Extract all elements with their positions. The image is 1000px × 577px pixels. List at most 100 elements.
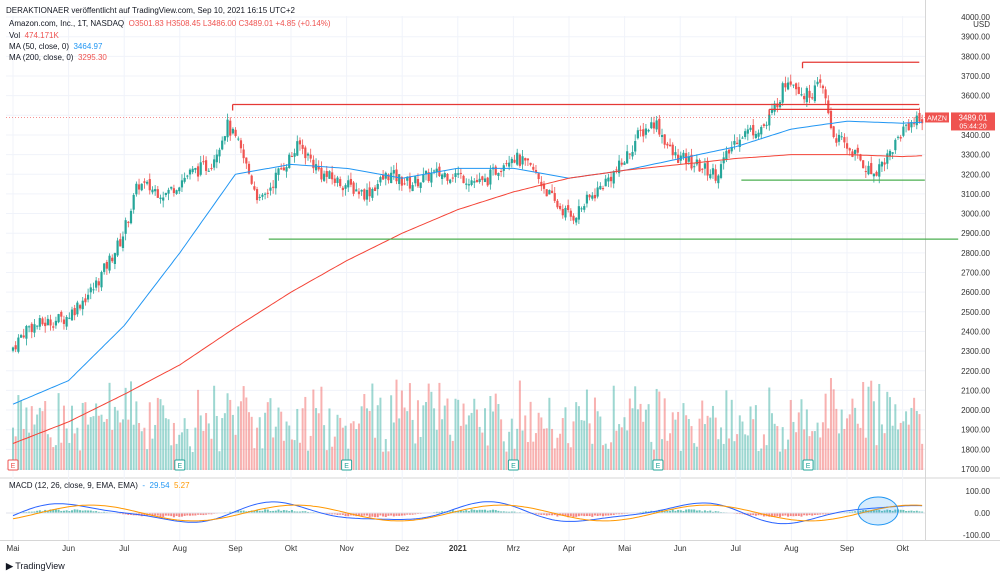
candle-body xyxy=(92,289,95,291)
macd-histogram-bar xyxy=(902,509,905,514)
volume-bar xyxy=(151,438,154,470)
macd-histogram-bar xyxy=(199,513,202,515)
time-tick-label: Aug xyxy=(173,544,187,553)
macd-histogram-bar xyxy=(502,511,505,514)
volume-bar xyxy=(720,427,723,470)
macd-histogram-bar xyxy=(186,513,189,516)
macd-histogram-bar xyxy=(272,510,275,514)
macd-histogram-bar xyxy=(478,509,481,514)
macd-histogram-bar xyxy=(191,513,194,516)
candle-body xyxy=(317,166,320,170)
candle-body xyxy=(196,166,200,177)
macd-histogram-bar xyxy=(175,513,178,517)
macd-histogram-bar xyxy=(870,510,873,514)
volume-bar xyxy=(717,439,720,470)
candle-body xyxy=(145,181,149,184)
candle-body xyxy=(907,122,910,131)
volume-bar xyxy=(433,408,436,470)
candle-body xyxy=(910,122,913,128)
time-tick-label: Jun xyxy=(62,544,75,553)
volume-bar xyxy=(878,383,881,470)
candle-body xyxy=(341,187,344,191)
time-tick-label: Nov xyxy=(339,544,353,553)
volume-bar xyxy=(301,408,304,470)
candle-body xyxy=(167,189,170,194)
volume-bar xyxy=(395,379,398,470)
volume-bar xyxy=(245,397,248,470)
price-tick-label: 3800.00 xyxy=(961,52,990,61)
volume-bar xyxy=(862,381,865,470)
price-tick-label: 2600.00 xyxy=(961,288,990,297)
ma200-legend: MA (200, close, 0) 3295.30 xyxy=(9,53,107,62)
volume-bar xyxy=(540,417,543,470)
candle-body xyxy=(242,149,245,159)
candle-body xyxy=(111,257,114,262)
price-tick-label: 2400.00 xyxy=(961,327,990,336)
candle-body xyxy=(430,173,433,183)
volume-bar xyxy=(290,439,293,470)
volume-bar xyxy=(382,451,385,470)
macd-histogram-bar xyxy=(84,510,87,514)
symbol-line: Amazon.com, Inc., 1T, NASDAQ O3501.83 H3… xyxy=(9,19,331,29)
volume-bar xyxy=(298,442,301,470)
candle-body xyxy=(333,178,336,183)
volume-bar xyxy=(492,411,495,470)
candle-body xyxy=(52,326,55,328)
candle-body xyxy=(612,171,615,184)
volume-bar xyxy=(779,451,782,470)
macd-histogram-bar xyxy=(824,513,827,515)
macd-histogram-bar xyxy=(371,513,374,517)
candle-body xyxy=(829,110,833,129)
candle-body xyxy=(832,126,835,138)
macd-histogram-bar xyxy=(239,510,242,514)
volume-bar xyxy=(711,405,714,470)
macd-histogram-bar xyxy=(679,510,682,514)
macd-histogram-bar xyxy=(663,511,666,514)
volume-bar xyxy=(618,424,621,470)
candle-body xyxy=(580,208,583,210)
volume-bar xyxy=(17,395,20,470)
macd-histogram-bar xyxy=(757,513,760,516)
macd-histogram-bar xyxy=(242,510,245,514)
candle-body xyxy=(607,177,610,182)
volume-bar xyxy=(685,415,688,470)
macd-histogram-bar xyxy=(888,509,891,514)
candle-body xyxy=(800,94,803,96)
macd-histogram-bar xyxy=(827,513,830,515)
volume-bar xyxy=(218,451,221,470)
macd-histogram-bar xyxy=(392,513,395,517)
macd-histogram-bar xyxy=(156,513,159,516)
volume-bar xyxy=(636,409,639,470)
volume-bar xyxy=(829,378,832,470)
volume-bar xyxy=(875,445,878,470)
ticker-badge xyxy=(925,112,949,123)
macd-histogram-bar xyxy=(62,510,65,514)
candle-body xyxy=(639,129,642,131)
time-tick-label: Jul xyxy=(731,544,741,553)
volume-bar xyxy=(296,408,299,470)
macd-histogram-bar xyxy=(87,510,90,514)
candle-body xyxy=(626,151,629,164)
volume-bar xyxy=(336,414,339,470)
volume-bar xyxy=(210,438,213,470)
candle-body xyxy=(272,186,275,188)
candle-body xyxy=(872,173,875,177)
macd-histogram-bar xyxy=(878,509,881,514)
volume-bar xyxy=(87,424,90,470)
macd-histogram-bar xyxy=(910,510,913,514)
volume-bar xyxy=(387,451,390,470)
candle-body xyxy=(239,140,243,149)
candle-body xyxy=(135,183,138,195)
macd-histogram-bar xyxy=(441,511,444,514)
volume-bar xyxy=(100,414,103,470)
volume-bar xyxy=(416,400,419,470)
tradingview-logo[interactable]: ▶ TradingView xyxy=(6,561,65,571)
volume-bar xyxy=(915,410,918,470)
volume-bar xyxy=(320,386,323,470)
price-tick-label: 3200.00 xyxy=(961,170,990,179)
volume-bar xyxy=(41,411,44,470)
volume-bar xyxy=(695,446,698,470)
candle-body xyxy=(159,197,162,200)
volume-bar xyxy=(20,400,23,470)
